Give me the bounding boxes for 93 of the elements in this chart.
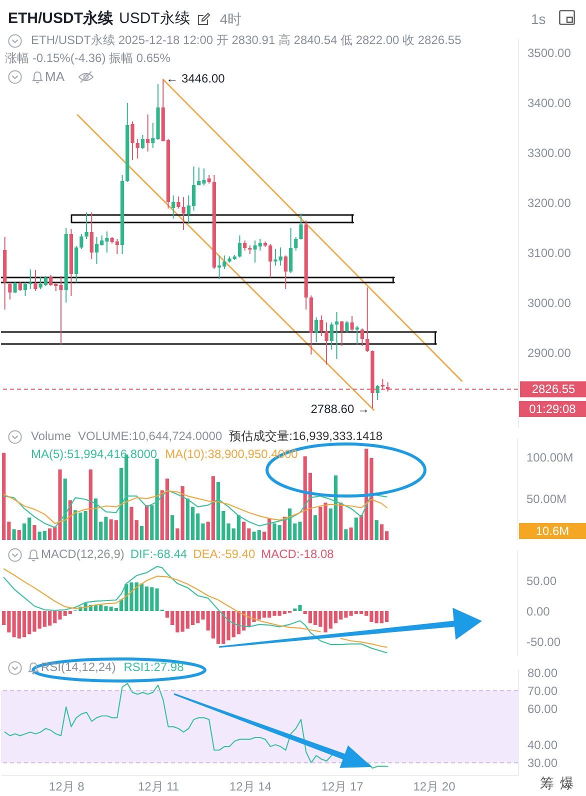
bar	[354, 518, 358, 540]
candlestick	[294, 236, 298, 251]
candlestick	[182, 196, 186, 230]
text: 1s	[531, 11, 546, 28]
y-tick-label: 50.00	[526, 574, 557, 588]
y-tick-label: 100.00M	[526, 450, 574, 465]
chart-title: MACD(12,26,9)	[41, 547, 124, 562]
bar	[63, 478, 67, 540]
x-tick-label: 12月 8	[48, 780, 85, 794]
bar	[344, 529, 348, 540]
x-tick-label: 12月 20	[413, 780, 456, 794]
y-tick-label: -50.00	[526, 634, 561, 649]
y-tick-label: 50.00M	[526, 492, 567, 506]
bar	[170, 515, 174, 540]
chart-title: Volume	[31, 429, 72, 444]
candlestick	[80, 234, 84, 250]
candlestick	[8, 282, 12, 300]
text: USDT永续	[119, 10, 190, 28]
candlestick	[176, 196, 180, 209]
text: MA(5):51,994,416.8000	[31, 447, 158, 462]
candlestick	[140, 134, 144, 150]
text: 10.6M	[519, 523, 586, 539]
text: 01:29:08	[519, 401, 586, 417]
chart-subtitle: ETH/USDT永续 2025-12-18 12:00 开 2830.91 高 2840.54 低 2822.00 收 2826.55	[31, 33, 462, 48]
candlestick	[345, 320, 349, 333]
candlestick	[238, 235, 242, 258]
candlestick	[350, 316, 354, 332]
y-tick-label: 30.00	[528, 756, 558, 770]
bar	[349, 528, 353, 540]
bar	[140, 526, 144, 540]
candlestick	[324, 322, 328, 365]
annotation: VOLUME:10,644,724.0000	[78, 429, 222, 444]
bar	[314, 515, 318, 540]
candlestick	[136, 138, 140, 159]
series-label: DEA:-59.40	[193, 547, 256, 562]
candlestick	[340, 320, 344, 346]
candlestick	[268, 244, 272, 278]
x-tick-label: 12月 17	[321, 780, 364, 794]
candlestick	[360, 328, 364, 346]
text: 4时	[220, 10, 242, 28]
candlestick	[130, 121, 134, 160]
annotation: 2788.60 →	[310, 402, 370, 416]
y-tick-label: 3400.00	[528, 96, 572, 110]
text: MACD:-18.08	[261, 547, 334, 562]
x-tick-label: 12月 11	[138, 780, 180, 794]
candlestick	[243, 240, 247, 251]
text: 筹	[540, 775, 554, 792]
candlestick	[314, 317, 318, 342]
candlestick	[90, 212, 94, 260]
candlestick	[334, 312, 339, 360]
candlestick	[28, 269, 32, 290]
bar	[17, 530, 21, 540]
candlestick	[13, 282, 17, 294]
x-tick-label: 12月 14	[229, 780, 272, 794]
candlestick	[366, 287, 370, 352]
chart-title: RSI(14,12,24)	[41, 660, 116, 675]
y-tick-label: 3100.00	[528, 246, 572, 260]
candlestick	[320, 315, 324, 336]
ref-line-label: 2826.55	[532, 382, 576, 396]
annotation: 涨幅 -0.15%(-4.36) 振幅 0.65%	[5, 51, 170, 66]
candlestick	[330, 322, 334, 350]
candlestick	[84, 212, 88, 240]
y-tick-label: 3200.00	[528, 196, 572, 210]
bar	[32, 525, 36, 540]
bar	[88, 470, 92, 540]
annotation: MA	[45, 68, 64, 84]
annotation: ← 3446.00	[166, 72, 226, 86]
candlestick	[146, 114, 150, 152]
y-tick-label: 40.00	[528, 738, 558, 752]
y-tick-label: 0.00	[526, 604, 550, 618]
y-tick-label: 80.00	[528, 666, 558, 680]
bar	[374, 520, 378, 540]
candlestick	[299, 213, 303, 240]
candlestick	[355, 326, 359, 345]
bar	[12, 529, 16, 540]
series-label: RSI1:27.98	[124, 660, 184, 675]
bar	[339, 502, 343, 540]
candlestick	[172, 195, 176, 219]
chart-title: ETH/USDT永续	[8, 10, 113, 28]
annotation: 预估成交量:16,939,333.1418	[229, 429, 383, 444]
candlestick	[34, 270, 38, 292]
bar	[145, 505, 149, 540]
series-label: DIF:-68.44	[130, 547, 188, 562]
y-tick-label: 2900.00	[528, 346, 572, 360]
candlestick	[288, 228, 293, 274]
candlestick	[284, 255, 288, 290]
y-tick-label: 70.00	[528, 684, 558, 698]
text: 爆	[560, 775, 574, 792]
candlestick	[23, 282, 28, 296]
y-tick-label: 3000.00	[528, 296, 572, 310]
y-tick-label: 3300.00	[528, 146, 572, 160]
y-tick-label: 60.00	[528, 702, 558, 716]
y-tick-label: 3500.00	[528, 46, 572, 60]
